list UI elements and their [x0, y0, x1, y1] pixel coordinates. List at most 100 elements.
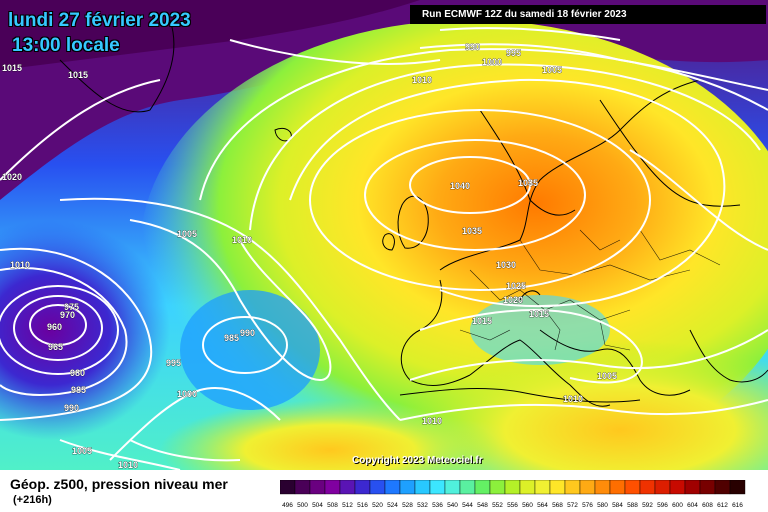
color-scale-label: 544	[462, 502, 473, 509]
pressure-label: 1035	[462, 226, 482, 236]
pressure-label: 1005	[542, 65, 562, 75]
color-scale-cell	[669, 480, 686, 495]
geopotential-color-scale: 496 500 504 508 512 516 520 524 528 532 536 540 544 5…	[280, 480, 746, 509]
pressure-label: 970	[60, 310, 75, 320]
isobar-1020	[249, 63, 761, 231]
color-scale-cell	[309, 480, 326, 495]
cold-field-core	[0, 0, 420, 70]
pressure-labels: 1015 1015 1020 1005 1010 1010 975 970 96…	[2, 42, 618, 470]
isobar-1000-north	[439, 27, 621, 41]
color-scale-cell	[654, 480, 671, 495]
color-scale-cell	[594, 480, 611, 495]
color-scale-cell	[369, 480, 386, 495]
color-scale-cell	[639, 480, 656, 495]
isobar-east	[629, 149, 768, 251]
pressure-label: 1010	[412, 75, 432, 85]
pressure-label: 1040	[450, 181, 470, 191]
pressure-label: 980	[70, 368, 85, 378]
pressure-label: 1005	[597, 371, 617, 381]
pressure-label: 990	[465, 42, 480, 52]
pressure-label: 1020	[2, 172, 22, 182]
pressure-label: 1010	[422, 416, 442, 426]
color-scale-cell	[444, 480, 461, 495]
color-scale-label: 592	[642, 502, 653, 509]
pressure-label: 960	[47, 322, 62, 332]
copyright-notice: Copyright 2023 Meteociel.fr	[352, 455, 483, 466]
color-scale-label: 588	[627, 502, 638, 509]
isobar-1010	[59, 197, 401, 421]
color-scale-label: 520	[372, 502, 383, 509]
isobar-1005-north	[419, 43, 768, 91]
color-scale-label: 584	[612, 502, 623, 509]
isobar-1015-outer	[199, 48, 768, 201]
color-scale-label: 560	[522, 502, 533, 509]
isobars	[0, 27, 768, 470]
color-scale-cell	[339, 480, 356, 495]
color-scale-cell	[699, 480, 716, 495]
color-scale-cell	[354, 480, 371, 495]
color-scale-cell	[729, 480, 746, 495]
color-scale-label: 528	[402, 502, 413, 509]
pressure-label: 1000	[177, 389, 197, 399]
pressure-label: 1000	[482, 57, 502, 67]
pressure-label: 990	[240, 328, 255, 338]
pressure-label: 1015	[68, 70, 88, 80]
cutoff-trough-field	[180, 290, 320, 410]
pressure-label: 965	[48, 342, 63, 352]
isobar-985-cutoff	[202, 316, 288, 374]
color-scale-labels: 496 500 504 508 512 516 520 524 528 532 536 540 544 5…	[282, 502, 743, 509]
color-scale-label: 512	[342, 502, 353, 509]
isobar-1010-north	[229, 39, 441, 65]
color-scale-label: 500	[297, 502, 308, 509]
pressure-label: 1035	[518, 178, 538, 188]
lead-time-label: (+216h)	[13, 494, 52, 506]
pressure-label: 1025	[506, 281, 526, 291]
color-scale-cell	[489, 480, 506, 495]
color-scale-cell	[504, 480, 521, 495]
coastlines	[59, 19, 768, 407]
color-scale-cell	[579, 480, 596, 495]
color-scale-label: 576	[582, 502, 593, 509]
color-scale-label: 552	[492, 502, 503, 509]
pressure-label: 985	[71, 385, 86, 395]
color-scale-label: 604	[687, 502, 698, 509]
color-scale-label: 568	[552, 502, 563, 509]
color-scale-cell	[294, 480, 311, 495]
pressure-label: 1005	[177, 229, 197, 239]
color-scale-label: 616	[732, 502, 743, 509]
isobar-1035	[364, 139, 586, 251]
model-run-banner: Run ECMWF 12Z du samedi 18 février 2023	[410, 5, 766, 24]
color-scale-label: 564	[537, 502, 548, 509]
forecast-time-title: 13:00 locale	[12, 35, 120, 56]
color-scale-cell	[519, 480, 536, 495]
color-scale-label: 508	[327, 502, 338, 509]
isobar-1015-south	[419, 309, 643, 384]
isobar-1010-sw	[129, 439, 241, 462]
color-scale-cell	[459, 480, 476, 495]
color-scale-cell	[474, 480, 491, 495]
color-scale-cell	[429, 480, 446, 495]
color-scale-cell	[549, 480, 566, 495]
color-scale-cell	[624, 480, 641, 495]
isobar-1030	[309, 109, 651, 291]
isobar-980	[0, 285, 119, 375]
color-scale-label: 540	[447, 502, 458, 509]
isobar-1000	[109, 387, 281, 461]
color-scale-cell	[564, 480, 581, 495]
pressure-label: 1010	[118, 460, 138, 470]
pressure-label: 985	[224, 333, 239, 343]
pressure-label: 1020	[503, 295, 523, 305]
color-scale-cell	[609, 480, 626, 495]
pressure-label: 1010	[10, 260, 30, 270]
isobar-1025	[289, 78, 726, 308]
isobar-960	[29, 304, 87, 346]
color-scale-label: 572	[567, 502, 578, 509]
pressure-label: 1030	[496, 260, 516, 270]
color-scale-cell	[280, 480, 296, 495]
color-scale-label: 608	[702, 502, 713, 509]
color-scale-label: 496	[282, 502, 293, 509]
color-scale-label: 580	[597, 502, 608, 509]
isobar-1005	[129, 219, 332, 382]
color-scale-label: 504	[312, 502, 323, 509]
pressure-label: 1015	[472, 316, 492, 326]
